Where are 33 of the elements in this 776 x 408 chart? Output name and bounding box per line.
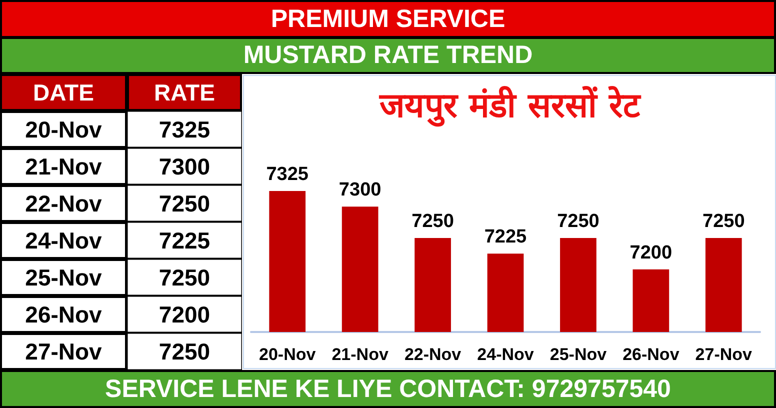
data-label: 7325 (266, 164, 309, 185)
x-tick-label: 24-Nov (477, 345, 534, 364)
data-label: 7250 (158, 264, 210, 290)
text: PREMIUM SERVICE (0, 0, 776, 38)
data-label: 7200 (630, 242, 672, 264)
data-label: 7200 (158, 302, 210, 328)
x-tick-label: 26-Nov (622, 345, 680, 364)
text: SERVICE LENE KE LIYE CONTACT: 9729757540 (0, 370, 776, 408)
data-label: 7225 (158, 228, 210, 254)
y-tick-label: 24-Nov (25, 228, 102, 254)
text: DATE (33, 80, 94, 106)
data-label: 7300 (158, 154, 210, 180)
y-tick-label: 22-Nov (25, 190, 102, 216)
chart-subtitle: MUSTARD RATE TREND (0, 37, 776, 74)
chart-title: जयपुर मंडी सरसों रेट (378, 85, 642, 127)
x-tick-label: 22-Nov (404, 345, 462, 364)
x-tick-label: 25-Nov (550, 345, 608, 364)
data-label: 7250 (158, 190, 210, 216)
data-label: 7225 (484, 226, 528, 248)
data-label: 7300 (338, 180, 382, 201)
x-tick-label: RATE (154, 80, 215, 106)
y-tick-label: 20-Nov (25, 116, 102, 142)
data-label: 7325 (158, 116, 210, 142)
y-tick-label: 25-Nov (25, 264, 102, 290)
x-tick-label: 21-Nov (332, 345, 389, 364)
x-tick-label: 27-Nov (695, 345, 753, 364)
data-label: 7250 (158, 338, 210, 364)
y-tick-label: 21-Nov (25, 154, 102, 180)
data-label: 7250 (557, 211, 600, 232)
x-tick-label: 20-Nov (259, 345, 316, 364)
data-label: 7250 (412, 211, 454, 232)
y-tick-label: 26-Nov (25, 302, 102, 328)
data-label: 7250 (702, 211, 745, 232)
